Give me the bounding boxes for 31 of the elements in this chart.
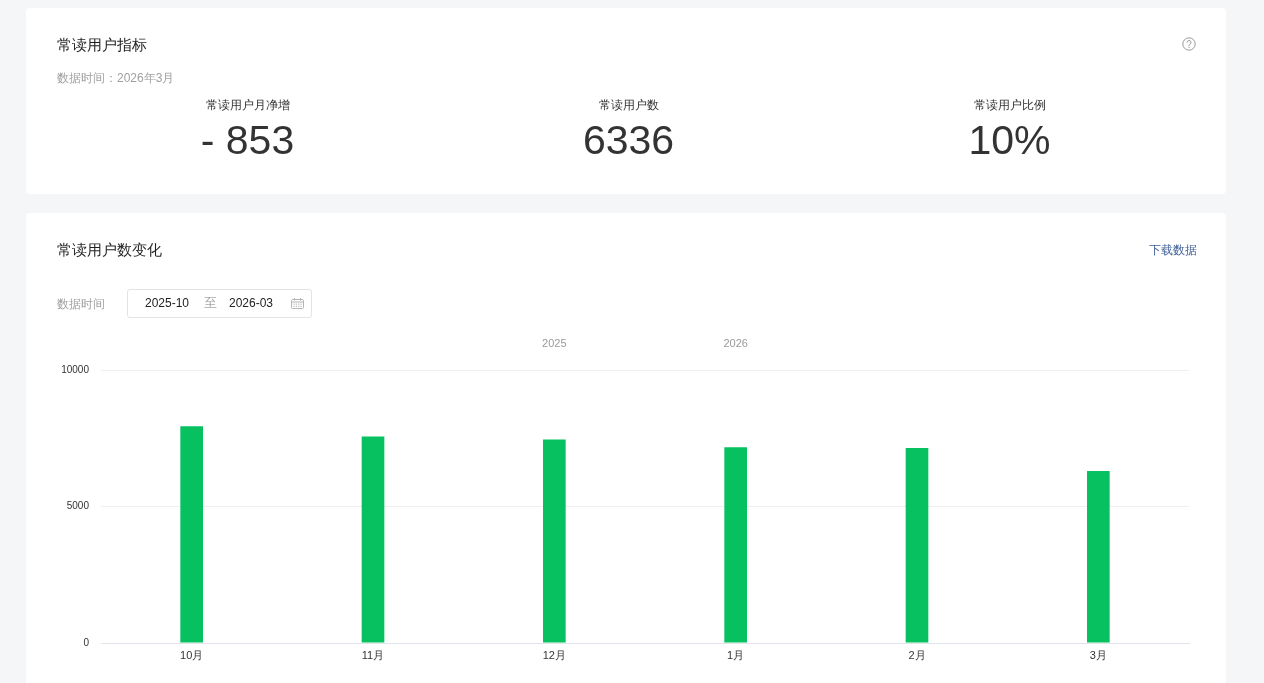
category-label: 常读用户数 (598, 98, 659, 112)
category-label: 常读用户比例 (973, 98, 1046, 112)
y-tick-label: 10000 (61, 363, 90, 375)
text: 常读用户指标 (57, 36, 147, 53)
text: 数据时间 (57, 297, 105, 311)
x-tick-label: 11月 (361, 648, 385, 661)
y-tick-label: 0 (83, 636, 90, 648)
text: 2026 (723, 337, 748, 350)
data-label: 6336 (582, 117, 675, 163)
bar (543, 439, 566, 643)
x-tick-label: 1月 (727, 648, 745, 661)
text: 2025 (542, 337, 567, 350)
data-label: 10% (968, 117, 1051, 163)
x-tick-label: 10月 (180, 648, 204, 661)
x-tick-label: 2月 (908, 648, 926, 661)
bar (361, 436, 385, 643)
bar (180, 426, 203, 643)
y-tick-label: 5000 (66, 500, 90, 512)
text: 下载数据 (1149, 243, 1197, 257)
x-tick-label: 3月 (1089, 648, 1107, 661)
data-label: - 853 (200, 117, 295, 163)
bar (724, 447, 747, 643)
text: 至 (203, 295, 217, 310)
text: 2025-10 (144, 296, 190, 310)
chart-title: 常读用户数变化 (57, 241, 162, 258)
text: 数据时间：2026年3月 (57, 71, 175, 85)
bar (1087, 471, 1110, 643)
text: 2026-03 (228, 296, 274, 310)
x-tick-label: 12月 (542, 648, 566, 661)
category-label: 常读用户月净增 (205, 98, 290, 112)
bar (905, 448, 929, 643)
